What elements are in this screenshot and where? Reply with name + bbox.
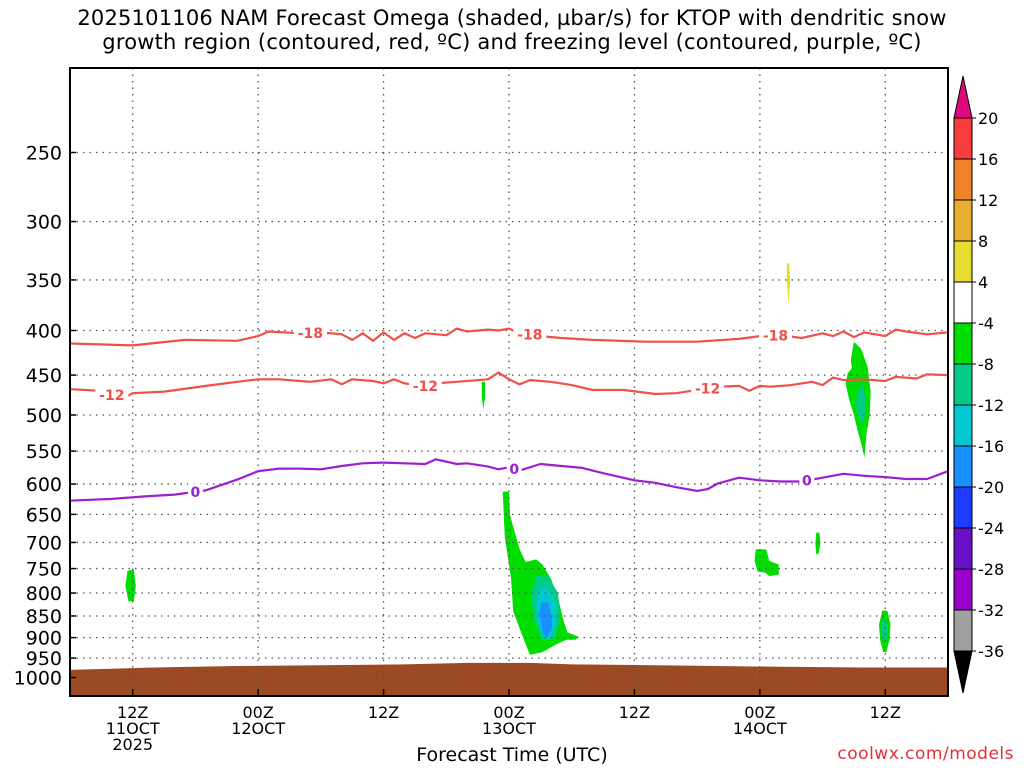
- x-tick-label: 11OCT: [106, 719, 160, 738]
- x-tick-label: 00Z: [493, 703, 524, 722]
- colorbar-label: -8: [978, 355, 994, 374]
- colorbar-label: 8: [978, 232, 988, 251]
- contour-label: 0: [802, 474, 812, 490]
- contour-label: -12: [695, 381, 720, 397]
- y-tick-label: 1000: [14, 668, 62, 690]
- contour-label: 0: [509, 462, 519, 478]
- colorbar-label: -16: [978, 437, 1004, 456]
- chart-title-line1: 2025101106 NAM Forecast Omega (shaded, µ…: [77, 6, 947, 30]
- contour-label-bg: [691, 380, 725, 397]
- colorbar-bin: [953, 117, 973, 160]
- omega-shaded-region: [754, 549, 779, 577]
- x-tick-label: 2025: [112, 735, 153, 754]
- omega-shaded-region: [786, 263, 791, 303]
- omega-shaded-region: [481, 381, 485, 409]
- y-tick-label: 250: [26, 143, 62, 165]
- contour-label: -12: [413, 379, 438, 395]
- contour-label-bg: [759, 327, 793, 344]
- y-tick-label: 800: [26, 583, 62, 605]
- contour-label-bg: [95, 386, 129, 403]
- y-tick-label: 550: [26, 441, 62, 463]
- colorbar-bin: [953, 568, 973, 611]
- y-tick-label: 650: [26, 504, 62, 526]
- y-tick-label: 950: [26, 648, 62, 670]
- x-tick-label: 12Z: [870, 703, 901, 722]
- colorbar-bin: [953, 527, 973, 570]
- contour-label: -18: [517, 328, 542, 344]
- colorbar-label: -20: [978, 478, 1004, 497]
- x-tick-label: 12Z: [368, 703, 399, 722]
- y-tick-label: 300: [26, 212, 62, 234]
- colorbar-label: -4: [978, 314, 994, 333]
- contour-label: -18: [298, 326, 323, 342]
- colorbar-bin: [953, 363, 973, 406]
- colorbar-max-arrow: [953, 75, 973, 119]
- omega-shaded-region: [856, 383, 866, 424]
- omega-shaded-region: [815, 532, 821, 555]
- omega-shaded-region: [539, 602, 552, 637]
- colorbar-bin: [953, 445, 973, 488]
- x-tick-label: 13OCT: [482, 719, 536, 738]
- colorbar-bin: [953, 609, 973, 652]
- contour-label-bg: [408, 377, 442, 394]
- contour-label: -12: [99, 388, 124, 404]
- x-tick-label: 12OCT: [231, 719, 285, 738]
- colorbar-label: 20: [978, 109, 998, 128]
- contour-label: 0: [191, 485, 201, 501]
- colorbar-bin: [953, 281, 973, 324]
- y-tick-label: 600: [26, 474, 62, 496]
- dendritic-contour-m18: [69, 327, 949, 347]
- colorbar-label: -32: [978, 601, 1004, 620]
- chart-title-line2: growth region (contoured, red, ºC) and f…: [102, 30, 922, 54]
- colorbar-bin: [953, 404, 973, 447]
- dendritic-contour-m12: [69, 371, 949, 400]
- y-tick-label: 750: [26, 559, 62, 581]
- contour-label-bg: [513, 326, 547, 343]
- contour-label-bg: [799, 472, 815, 489]
- colorbar-bin: [953, 199, 973, 242]
- y-tick-label: 900: [26, 628, 62, 650]
- y-tick-label: 500: [26, 405, 62, 427]
- x-tick-label: 00Z: [242, 703, 273, 722]
- omega-shaded-region: [125, 569, 136, 602]
- colorbar-min-arrow: [953, 650, 973, 694]
- y-tick-label: 450: [26, 365, 62, 387]
- y-tick-label: 350: [26, 270, 62, 292]
- colorbar-bin: [953, 158, 973, 201]
- colorbar-label: 12: [978, 191, 998, 210]
- colorbar-bin: [953, 486, 973, 529]
- contour-label-bg: [293, 324, 327, 341]
- y-tick-label: 850: [26, 606, 62, 628]
- colorbar-label: 16: [978, 150, 998, 169]
- colorbar-label: 4: [978, 273, 988, 292]
- colorbar-bin: [953, 322, 973, 365]
- omega-shaded-region: [881, 620, 888, 640]
- x-axis-label: Forecast Time (UTC): [416, 744, 608, 766]
- x-tick-label: 12Z: [117, 703, 148, 722]
- colorbar-label: -12: [978, 396, 1004, 415]
- colorbar-label: -28: [978, 560, 1004, 579]
- y-tick-label: 400: [26, 321, 62, 343]
- colorbar-label: -36: [978, 642, 1004, 661]
- x-tick-label: 00Z: [744, 703, 775, 722]
- y-tick-label: 700: [26, 532, 62, 554]
- colorbar-bin: [953, 240, 973, 283]
- contour-label: -18: [763, 328, 788, 344]
- x-tick-label: 12Z: [619, 703, 650, 722]
- contour-label-bg: [506, 460, 522, 477]
- colorbar-label: -24: [978, 519, 1004, 538]
- contour-label-bg: [187, 483, 203, 500]
- x-tick-label: 14OCT: [733, 719, 787, 738]
- site-credit: coolwx.com/models: [837, 744, 1014, 764]
